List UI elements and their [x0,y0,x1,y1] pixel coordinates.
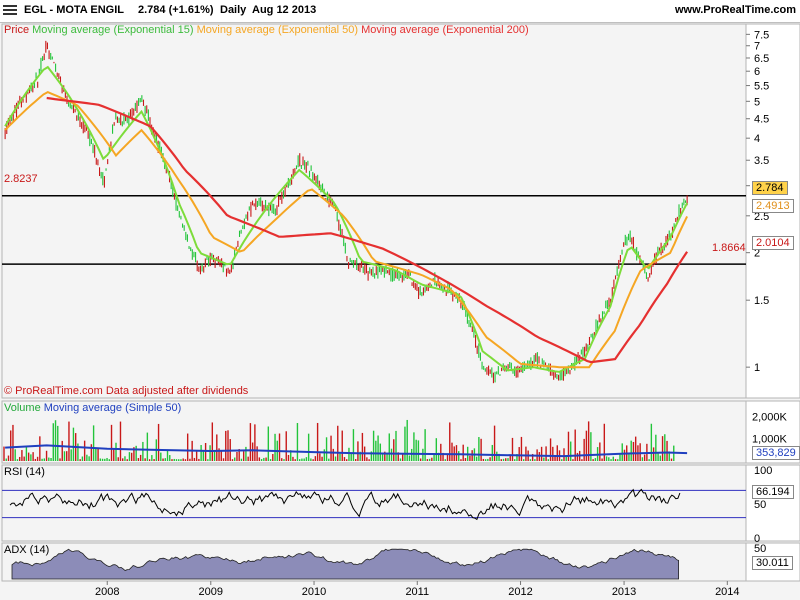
price-tick-label: 2.5 [754,211,769,223]
price-panel-bg [1,23,747,399]
period: Daily [220,4,247,16]
legend-ema200: Moving average (Exponential 200) [361,24,529,36]
price-tick-label: 4.5 [754,114,769,126]
price-footer: © ProRealTime.com Data adjusted after di… [4,385,249,397]
price-tick-label: 4 [754,133,760,145]
price-tick-label: 1.5 [754,295,769,307]
rsi-axis-bg [745,464,800,542]
rsi-tick-label: 100 [754,465,772,477]
rsi-tick-label: 0 [754,533,760,545]
x-tick-label: 2008 [95,586,119,598]
adx-area [11,548,679,580]
price-tick-label: 7.5 [754,29,769,41]
price-legend: Price Moving average (Exponential 15) Mo… [4,24,529,36]
last-price-tag: 2.784 [752,181,788,195]
level-label-upper: 2.8237 [4,173,38,185]
adx-title: ADX (14) [4,544,50,556]
volume-title: Volume [4,402,41,414]
adx-last-tag: 30.011 [752,556,793,570]
x-tick-label: 2009 [199,586,223,598]
adx-tick-label: 50 [754,543,766,555]
volume-ma-label: Moving average (Simple 50) [43,402,182,414]
ema50-tag: 2.4913 [752,199,794,213]
volume-tick-label: 1,000K [752,434,788,446]
volume-ma-line [5,444,688,458]
x-tick-label: 2014 [715,586,739,598]
rsi-tick-label: 50 [754,499,766,511]
menu-icon[interactable] [3,5,17,16]
ema200-tag: 2.0104 [752,236,794,250]
price-plot: 7.576.565.554.543.532.521.51 [2,29,769,384]
rsi-panel-bg [1,464,747,542]
x-tick-label: 2011 [405,586,429,598]
site-url[interactable]: www.ProRealTime.com [674,4,796,16]
rsi-plot: 100 50 0 [2,465,772,545]
last-quote: 2.784 (+1.61%) [138,4,214,16]
legend-price: Price [4,24,30,36]
ma-line-1 [4,65,688,373]
price-tick-label: 3.5 [754,155,769,167]
quote-date: Aug 12 2013 [252,4,317,16]
ma-line-2 [4,90,689,369]
rsi-last-tag: 66.194 [752,485,794,499]
volume-legend: Volume Moving average (Simple 50) [4,402,181,414]
volume-last-tag: 353,829 [752,446,800,460]
price-tick-label: 6.5 [754,53,769,65]
x-tick-label: 2010 [302,586,326,598]
price-tick-label: 2 [754,248,760,260]
rsi-title: RSI (14) [4,466,45,478]
price-tick-label: 5.5 [754,81,769,93]
level-label-lower: 1.8664 [712,242,746,254]
price-tick-label: 1 [754,362,760,374]
volume-tick-label: 2,000K [752,411,788,423]
price-tick-label: 6 [754,66,760,78]
x-tick-label: 2012 [508,586,532,598]
ma-line-3 [46,96,689,364]
x-tick-label: 2013 [612,586,636,598]
header-bar: EGL - MOTA ENGIL 2.784 (+1.61%) Daily Au… [0,0,800,23]
legend-ema50: Moving average (Exponential 50) [196,24,359,36]
price-tick-label: 7 [754,41,760,53]
rsi-line [9,488,681,521]
x-axis: 2008 2009 2010 2011 2012 2013 2014 [95,581,740,598]
adx-plot: 50 [11,543,766,580]
price-tick-label: 5 [754,96,760,108]
volume-plot: 2,000K 1,000K [3,411,788,461]
legend-ema15: Moving average (Exponential 15) [32,24,194,36]
symbol-name: EGL - MOTA ENGIL [24,4,125,16]
